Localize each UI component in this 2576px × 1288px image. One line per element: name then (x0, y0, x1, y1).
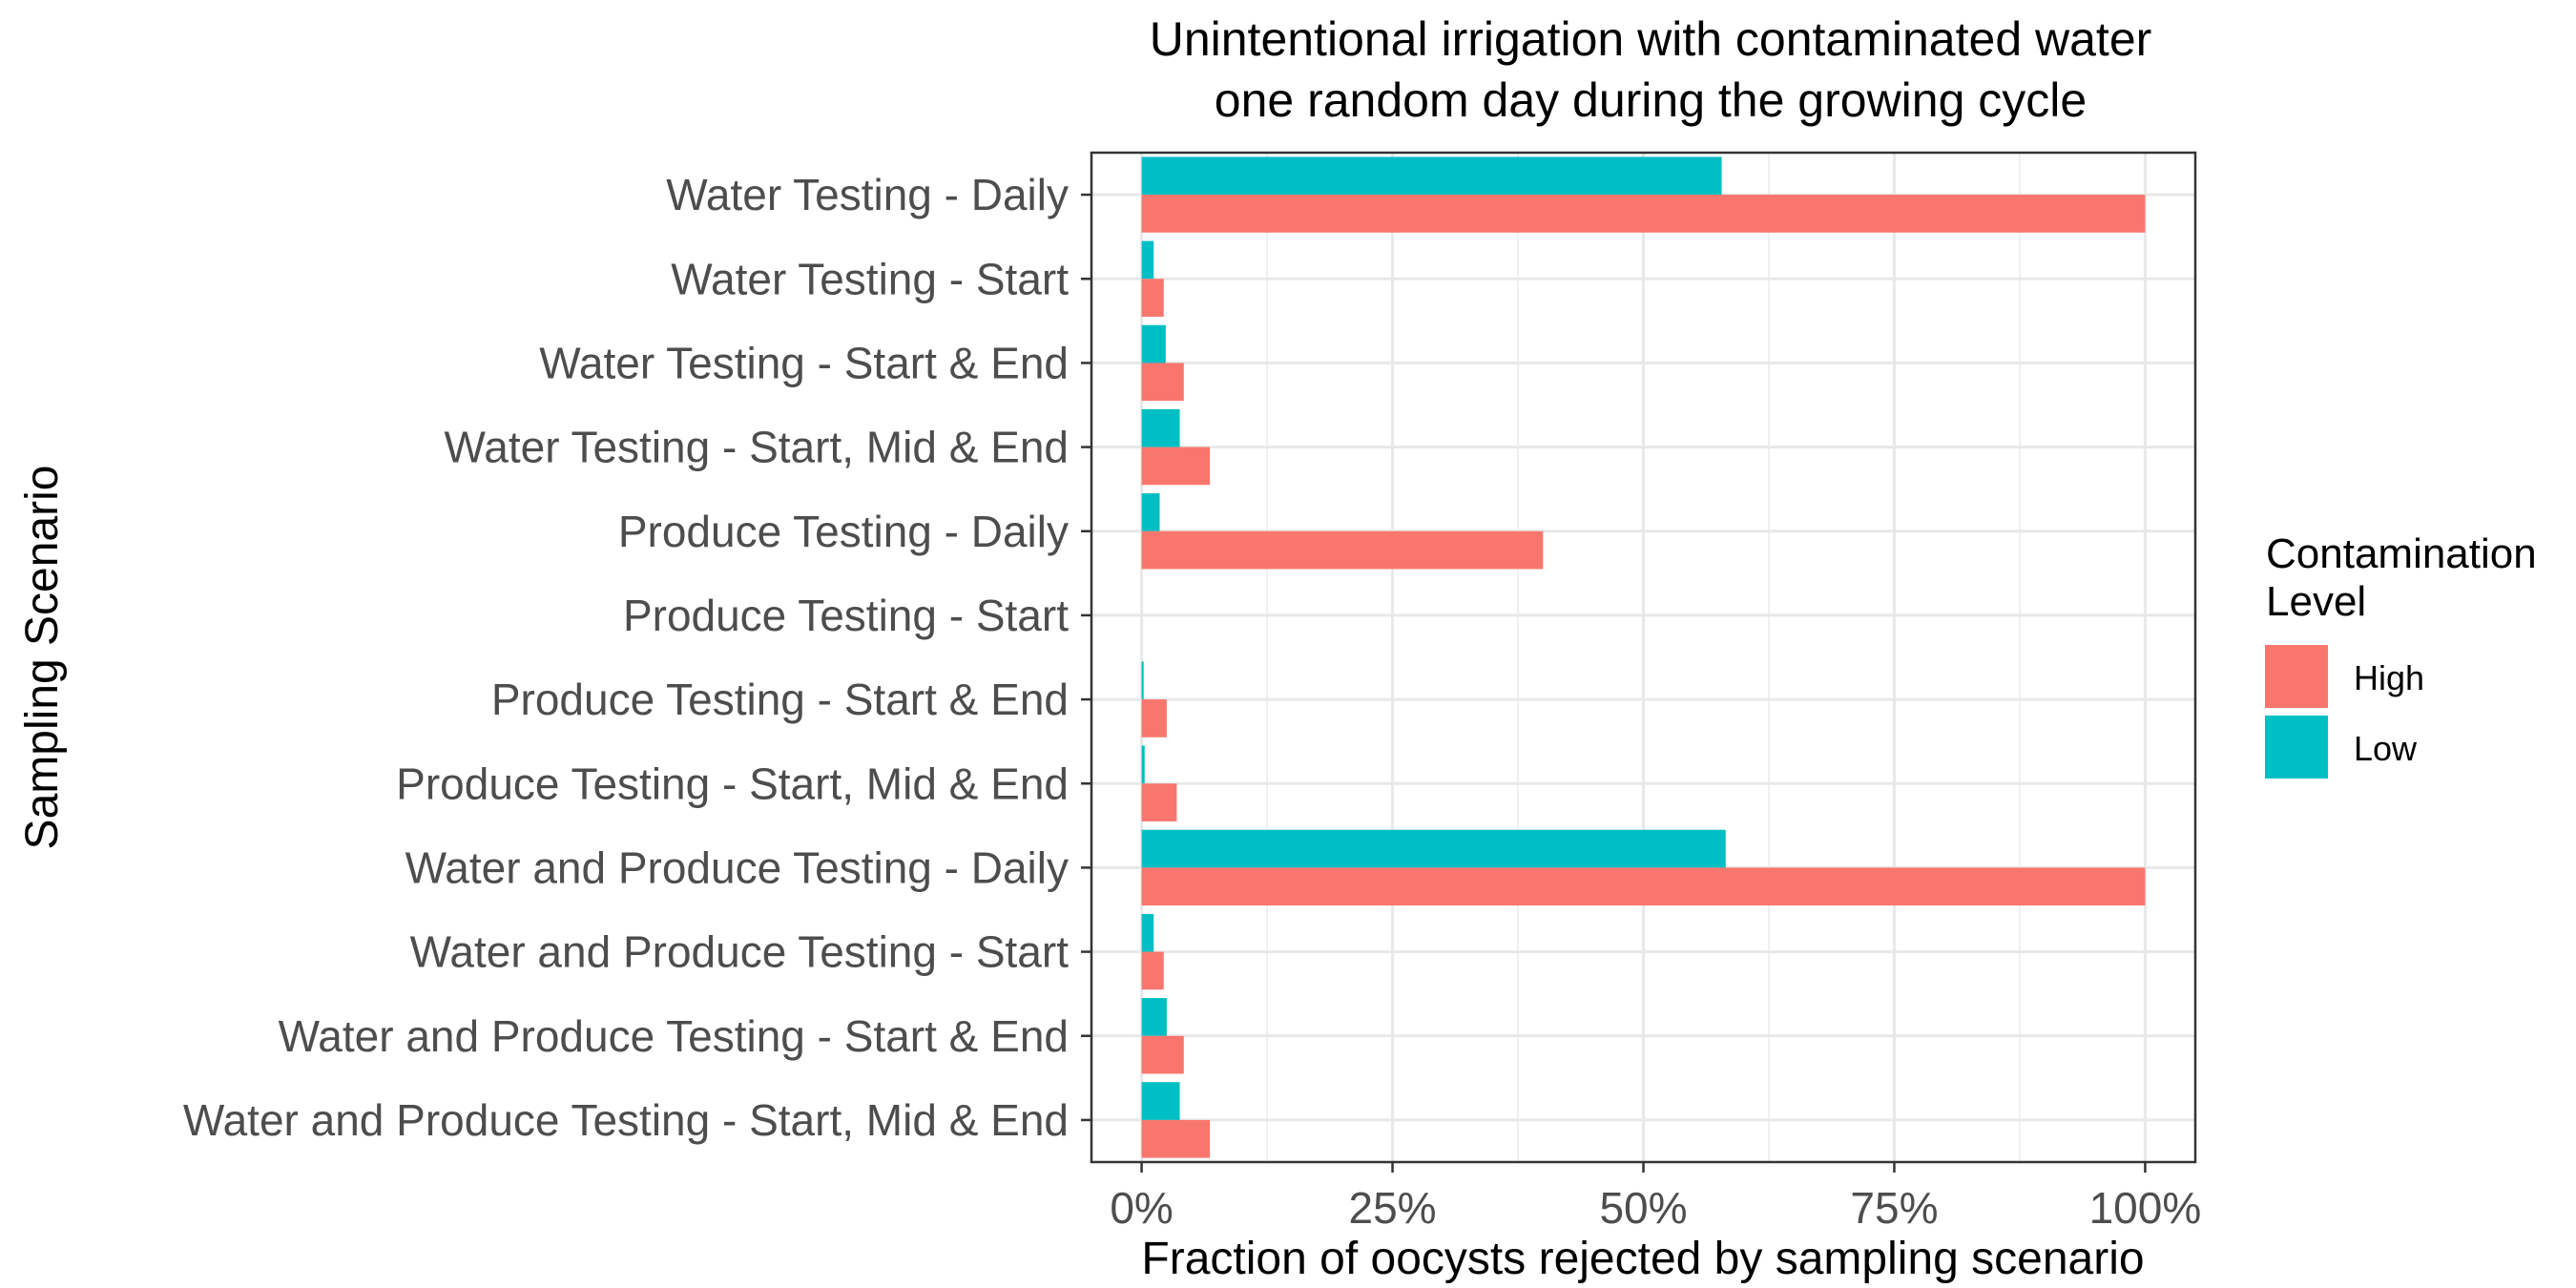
bar-high (1141, 783, 1177, 821)
y-tick-label: Water Testing - Start, Mid & End (445, 423, 1069, 472)
bar-high (1141, 279, 1164, 317)
x-tick-label: 75% (1850, 1183, 1938, 1233)
minor-gridlines (1266, 153, 2021, 1162)
bar-high (1141, 363, 1184, 402)
legend-key-low (2265, 716, 2328, 779)
bar-low (1141, 408, 1180, 447)
legend-key-high (2265, 645, 2328, 708)
x-tick-label: 50% (1599, 1183, 1687, 1233)
x-axis: 0% 25% 50% 75% 100% (1110, 1162, 2201, 1233)
major-gridlines (1091, 153, 2195, 1162)
y-tick-label: Water Testing - Daily (666, 170, 1069, 219)
y-tick-label: Water and Produce Testing - Start & End (279, 1011, 1069, 1061)
legend-title-line-1: Contamination (2266, 530, 2537, 577)
y-tick-label: Water and Produce Testing - Start, Mid &… (183, 1095, 1069, 1145)
y-tick-label: Produce Testing - Start, Mid & End (396, 758, 1069, 808)
bar-low (1141, 240, 1154, 280)
y-tick-label: Water Testing - Start (671, 254, 1069, 303)
bar-high (1141, 1035, 1184, 1074)
y-axis-label: Sampling Scenario (17, 466, 68, 850)
bar-low (1141, 661, 1144, 700)
bar-low (1141, 1082, 1180, 1120)
bar-high (1141, 951, 1164, 990)
bar-high (1141, 699, 1167, 737)
bar-high (1141, 447, 1211, 486)
y-tick-label: Water and Produce Testing - Daily (405, 842, 1069, 892)
bar-low (1141, 493, 1160, 531)
bar-low (1141, 998, 1167, 1036)
plot-area (1090, 151, 2197, 1164)
x-axis-label: Fraction of oocysts rejected by sampling… (1141, 1234, 2144, 1284)
bar-low (1141, 156, 1722, 196)
y-tick-label: Water and Produce Testing - Start (410, 927, 1070, 977)
chart-title-line-2: one random day during the growing cycle (1215, 73, 2087, 127)
x-tick-label: 100% (2089, 1183, 2202, 1233)
bar-low (1141, 324, 1166, 364)
bar-low (1141, 829, 1726, 868)
chart-title-line-1: Unintentional irrigation with contaminat… (1150, 12, 2152, 66)
y-axis: Water Testing - Daily Water Testing - Sta… (183, 170, 1091, 1145)
bar-high (1141, 195, 2146, 233)
bar-high (1141, 530, 1544, 570)
x-tick-label: 25% (1349, 1183, 1437, 1233)
legend-label-high: High (2354, 658, 2424, 697)
legend-title-line-2: Level (2266, 578, 2366, 625)
legend: Contamination Level High Low (2265, 530, 2537, 779)
bar-low (1141, 745, 1145, 784)
y-tick-label: Produce Testing - Start (623, 591, 1069, 640)
bars (1141, 156, 2146, 1158)
bar-high (1141, 867, 2146, 906)
legend-label-low: Low (2354, 729, 2418, 768)
chart-title: Unintentional irrigation with contaminat… (1150, 12, 2152, 127)
y-tick-label: Produce Testing - Daily (618, 507, 1069, 556)
bar-high (1141, 1119, 1211, 1158)
y-tick-label: Water Testing - Start & End (539, 338, 1069, 387)
bar-low (1141, 913, 1154, 952)
y-tick-label: Produce Testing - Start & End (491, 675, 1069, 724)
x-tick-label: 0% (1110, 1183, 1173, 1233)
